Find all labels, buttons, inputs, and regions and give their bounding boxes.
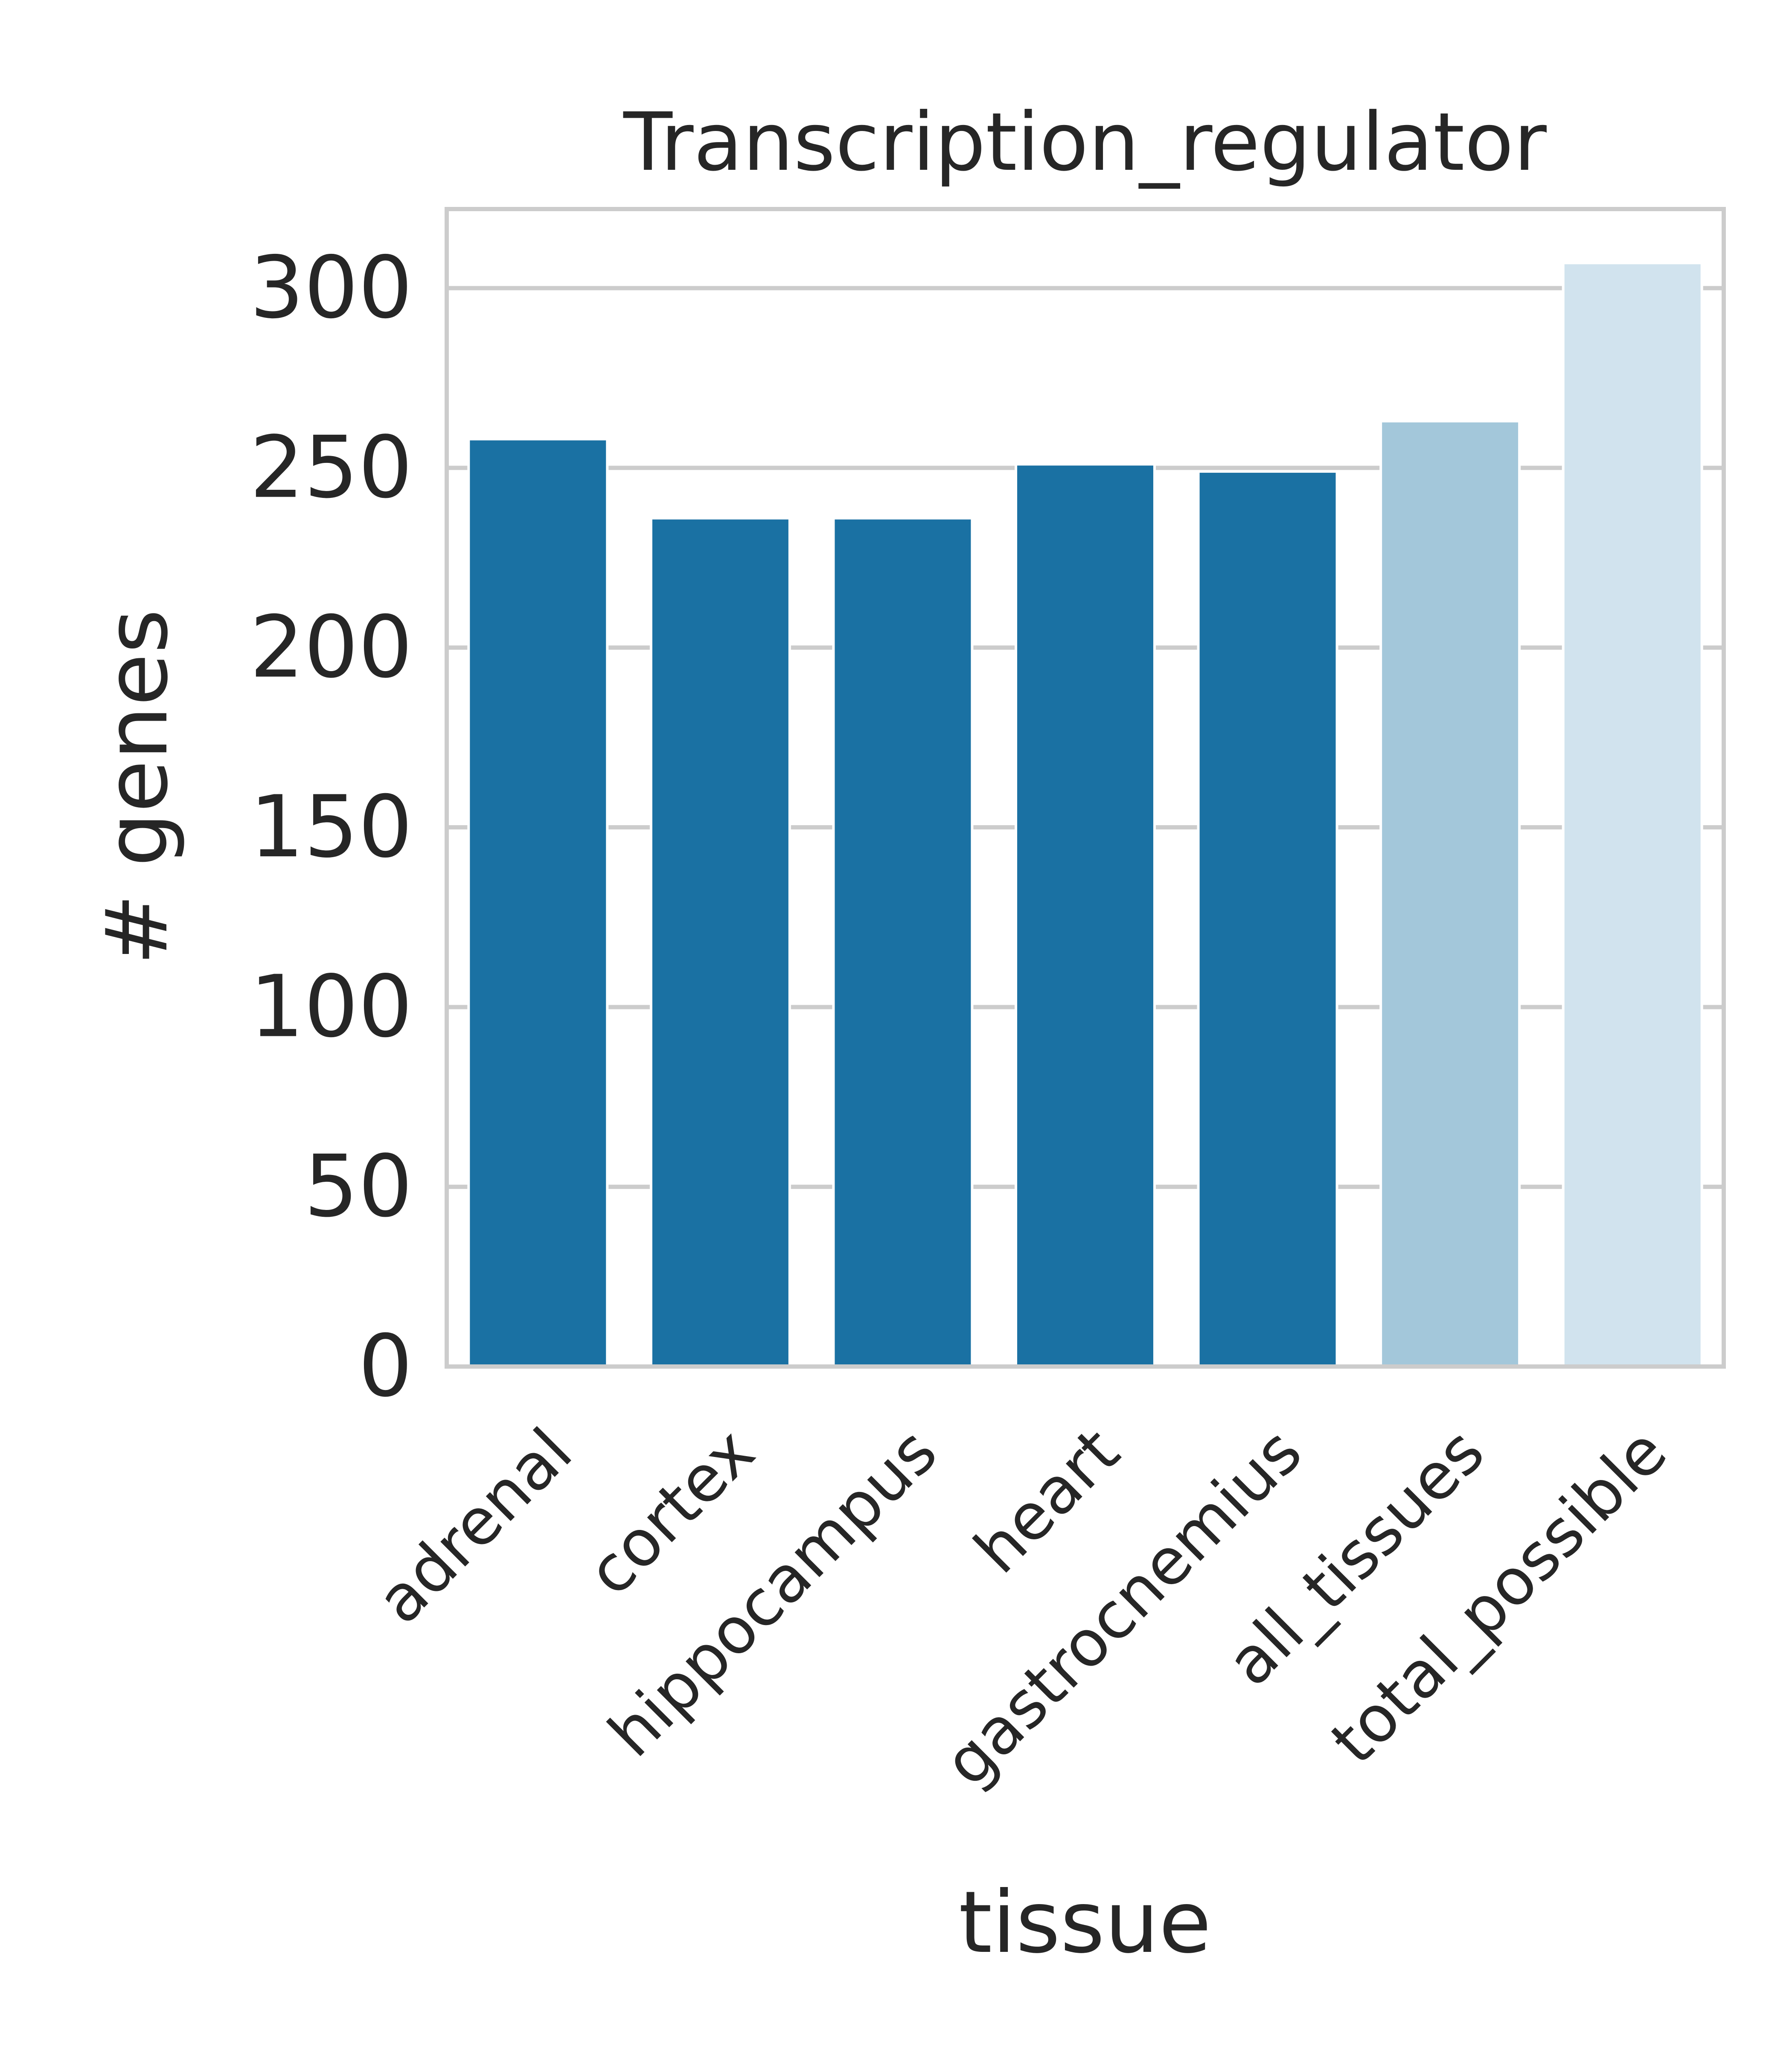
bar-adrenal: [467, 438, 609, 1368]
x-tick-label: heart: [960, 1414, 1134, 1588]
y-tick-label: 250: [250, 418, 413, 518]
y-tick-label: 50: [304, 1137, 413, 1236]
bar-hippocampus: [832, 517, 974, 1368]
plot-frame: [445, 207, 1726, 1369]
y-tick-label: 300: [250, 238, 413, 337]
y-tick-labels: 0 50 100 150 200 250 300: [250, 238, 413, 1416]
x-axis-label: tissue: [959, 1873, 1211, 1972]
x-tick-label: adrenal: [363, 1414, 587, 1638]
bar-all-tissues: [1379, 420, 1521, 1368]
x-tick-label: total_possible: [1317, 1414, 1681, 1778]
y-axis-label: # genes: [87, 609, 187, 965]
x-tick-label: hippocampus: [595, 1414, 951, 1771]
y-tick-label: 0: [358, 1317, 413, 1416]
y-tick-label: 100: [250, 957, 413, 1056]
bar-cortex: [649, 517, 791, 1368]
bars-layer: [467, 262, 1703, 1368]
bar-gastrocnemius: [1197, 470, 1338, 1368]
y-tick-label: 150: [250, 777, 413, 877]
bar-total-possible: [1562, 262, 1703, 1368]
chart-title: Transcription_regulator: [623, 96, 1547, 189]
bar-heart: [1015, 463, 1156, 1368]
y-tick-label: 200: [250, 598, 413, 697]
